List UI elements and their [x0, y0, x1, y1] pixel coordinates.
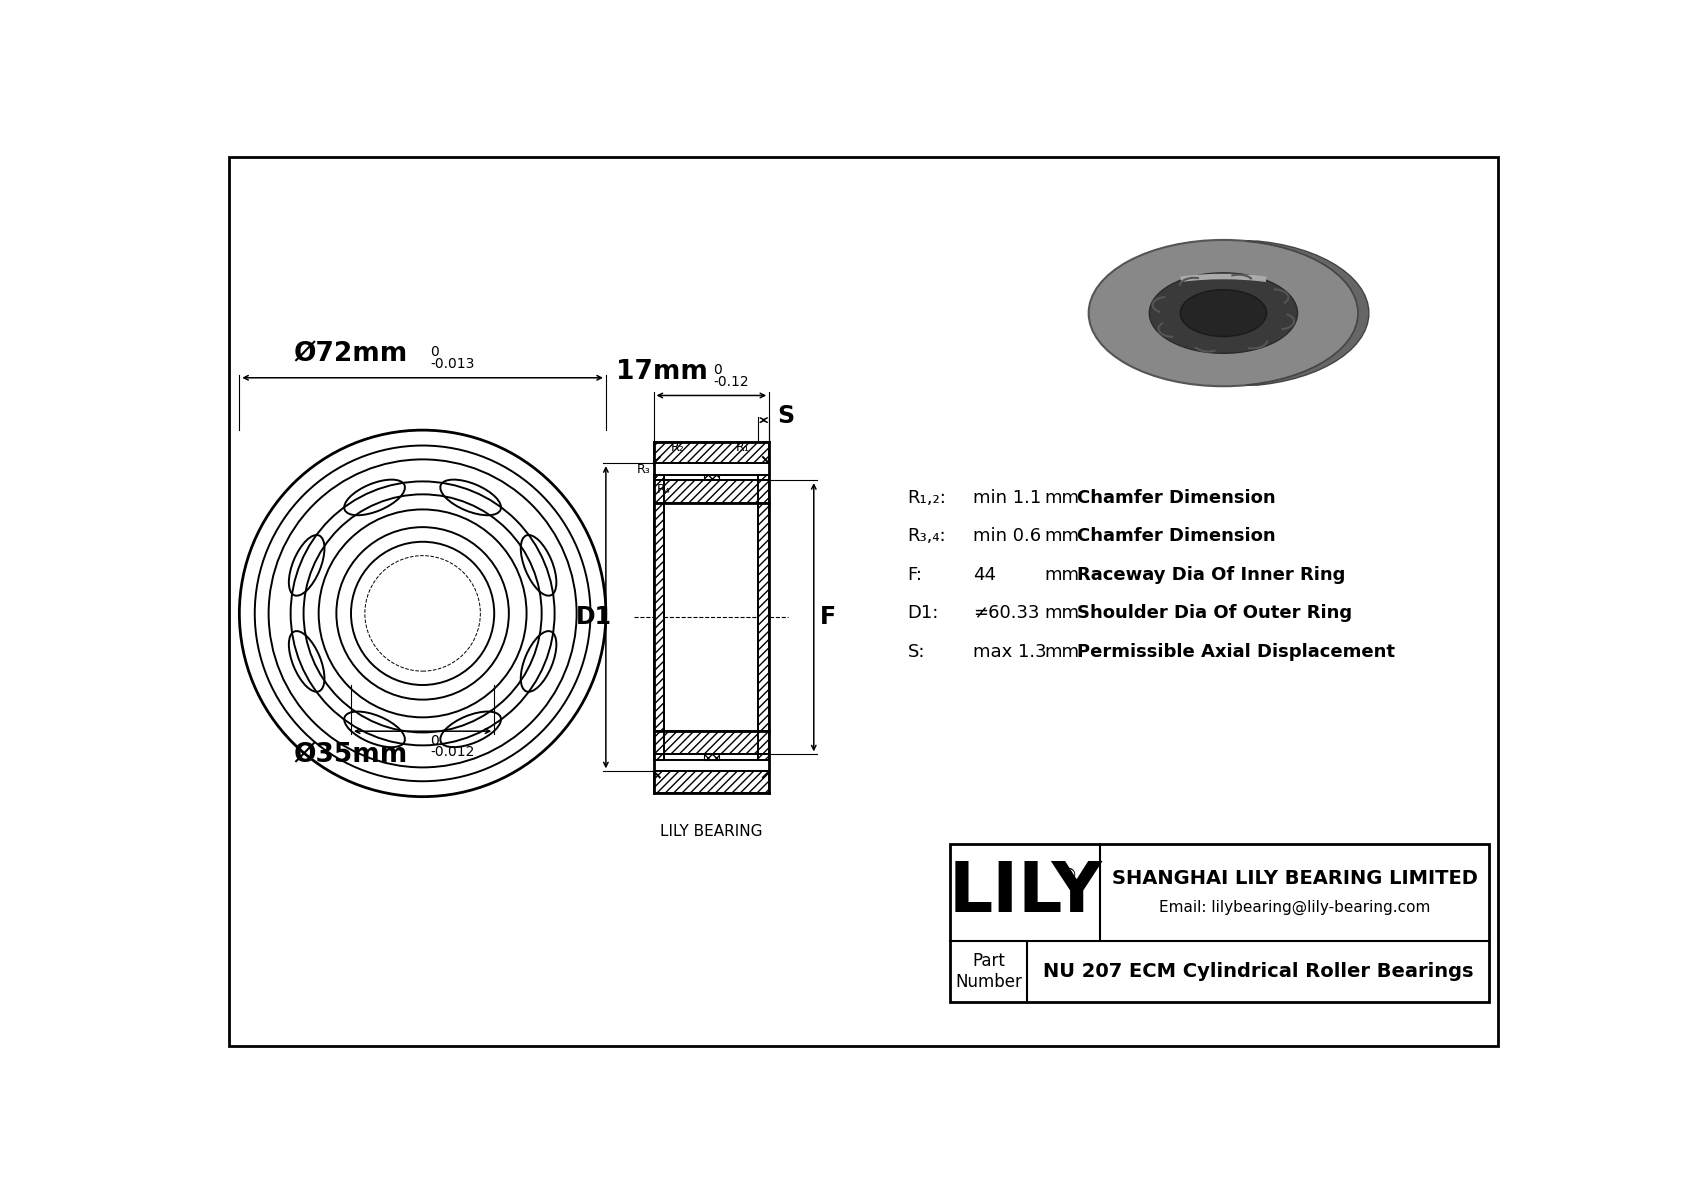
Text: Ø72mm: Ø72mm	[293, 341, 408, 367]
Text: 44: 44	[973, 566, 997, 584]
Text: mm: mm	[1044, 488, 1079, 507]
Polygon shape	[653, 475, 665, 760]
Text: Chamfer Dimension: Chamfer Dimension	[1078, 488, 1276, 507]
Text: Chamfer Dimension: Chamfer Dimension	[1078, 528, 1276, 545]
Polygon shape	[653, 442, 770, 463]
Text: -0.012: -0.012	[431, 746, 475, 759]
Text: -0.013: -0.013	[431, 357, 475, 370]
Bar	[950, 844, 1489, 1003]
Text: Shoulder Dia Of Outer Ring: Shoulder Dia Of Outer Ring	[1078, 604, 1352, 623]
Text: Permissible Axial Displacement: Permissible Axial Displacement	[1078, 643, 1394, 661]
Text: D1:: D1:	[908, 604, 940, 623]
Text: max 1.3: max 1.3	[973, 643, 1047, 661]
Text: ≠60.33: ≠60.33	[973, 604, 1039, 623]
Text: NU 207 ECM Cylindrical Roller Bearings: NU 207 ECM Cylindrical Roller Bearings	[1042, 962, 1474, 981]
Polygon shape	[653, 731, 770, 754]
Ellipse shape	[1148, 273, 1298, 354]
Text: mm: mm	[1044, 643, 1079, 661]
Text: R₃: R₃	[637, 462, 650, 475]
Polygon shape	[1246, 241, 1369, 385]
Text: mm: mm	[1044, 566, 1079, 584]
Text: LILY BEARING: LILY BEARING	[660, 824, 763, 838]
Text: R₁,₂:: R₁,₂:	[908, 488, 946, 507]
Text: R₄: R₄	[657, 484, 670, 497]
Text: 0: 0	[712, 363, 722, 378]
Ellipse shape	[1180, 289, 1266, 337]
Text: 0: 0	[431, 345, 440, 360]
Text: mm: mm	[1044, 528, 1079, 545]
Text: Part
Number: Part Number	[955, 952, 1022, 991]
Polygon shape	[758, 475, 770, 760]
Text: -0.12: -0.12	[712, 374, 748, 388]
Text: 17mm: 17mm	[616, 358, 707, 385]
Text: S: S	[776, 404, 793, 428]
Text: min 1.1: min 1.1	[973, 488, 1041, 507]
Text: LILY: LILY	[948, 859, 1101, 927]
Text: R₂: R₂	[670, 441, 684, 454]
Text: 0: 0	[431, 735, 440, 748]
Text: D1: D1	[576, 605, 611, 629]
Text: F:: F:	[908, 566, 923, 584]
Text: R₃,₄:: R₃,₄:	[908, 528, 946, 545]
Polygon shape	[704, 475, 719, 486]
Text: ®: ®	[1061, 867, 1078, 885]
Text: R₁: R₁	[736, 441, 749, 454]
Text: S:: S:	[908, 643, 925, 661]
Text: Raceway Dia Of Inner Ring: Raceway Dia Of Inner Ring	[1078, 566, 1346, 584]
Text: F: F	[820, 605, 835, 629]
Polygon shape	[653, 772, 770, 793]
Text: Email: lilybearing@lily-bearing.com: Email: lilybearing@lily-bearing.com	[1159, 899, 1430, 915]
Polygon shape	[653, 480, 770, 504]
Ellipse shape	[1088, 239, 1359, 386]
Text: SHANGHAI LILY BEARING LIMITED: SHANGHAI LILY BEARING LIMITED	[1111, 868, 1477, 887]
Text: Ø35mm: Ø35mm	[293, 742, 408, 768]
Text: min 0.6: min 0.6	[973, 528, 1041, 545]
Polygon shape	[704, 749, 719, 760]
Text: mm: mm	[1044, 604, 1079, 623]
